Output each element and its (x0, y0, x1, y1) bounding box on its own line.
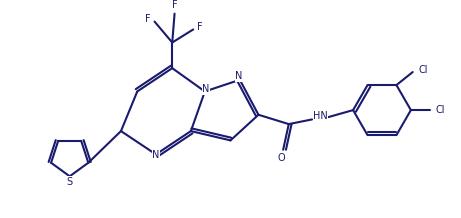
Text: HN: HN (313, 111, 328, 121)
Text: N: N (235, 71, 242, 81)
Text: S: S (67, 177, 73, 187)
Text: Cl: Cl (418, 65, 428, 75)
Text: F: F (172, 0, 177, 10)
Text: N: N (152, 150, 160, 160)
Text: Cl: Cl (436, 105, 445, 115)
Text: N: N (202, 84, 209, 94)
Text: F: F (197, 22, 203, 32)
Text: F: F (145, 14, 150, 24)
Text: O: O (277, 153, 284, 163)
